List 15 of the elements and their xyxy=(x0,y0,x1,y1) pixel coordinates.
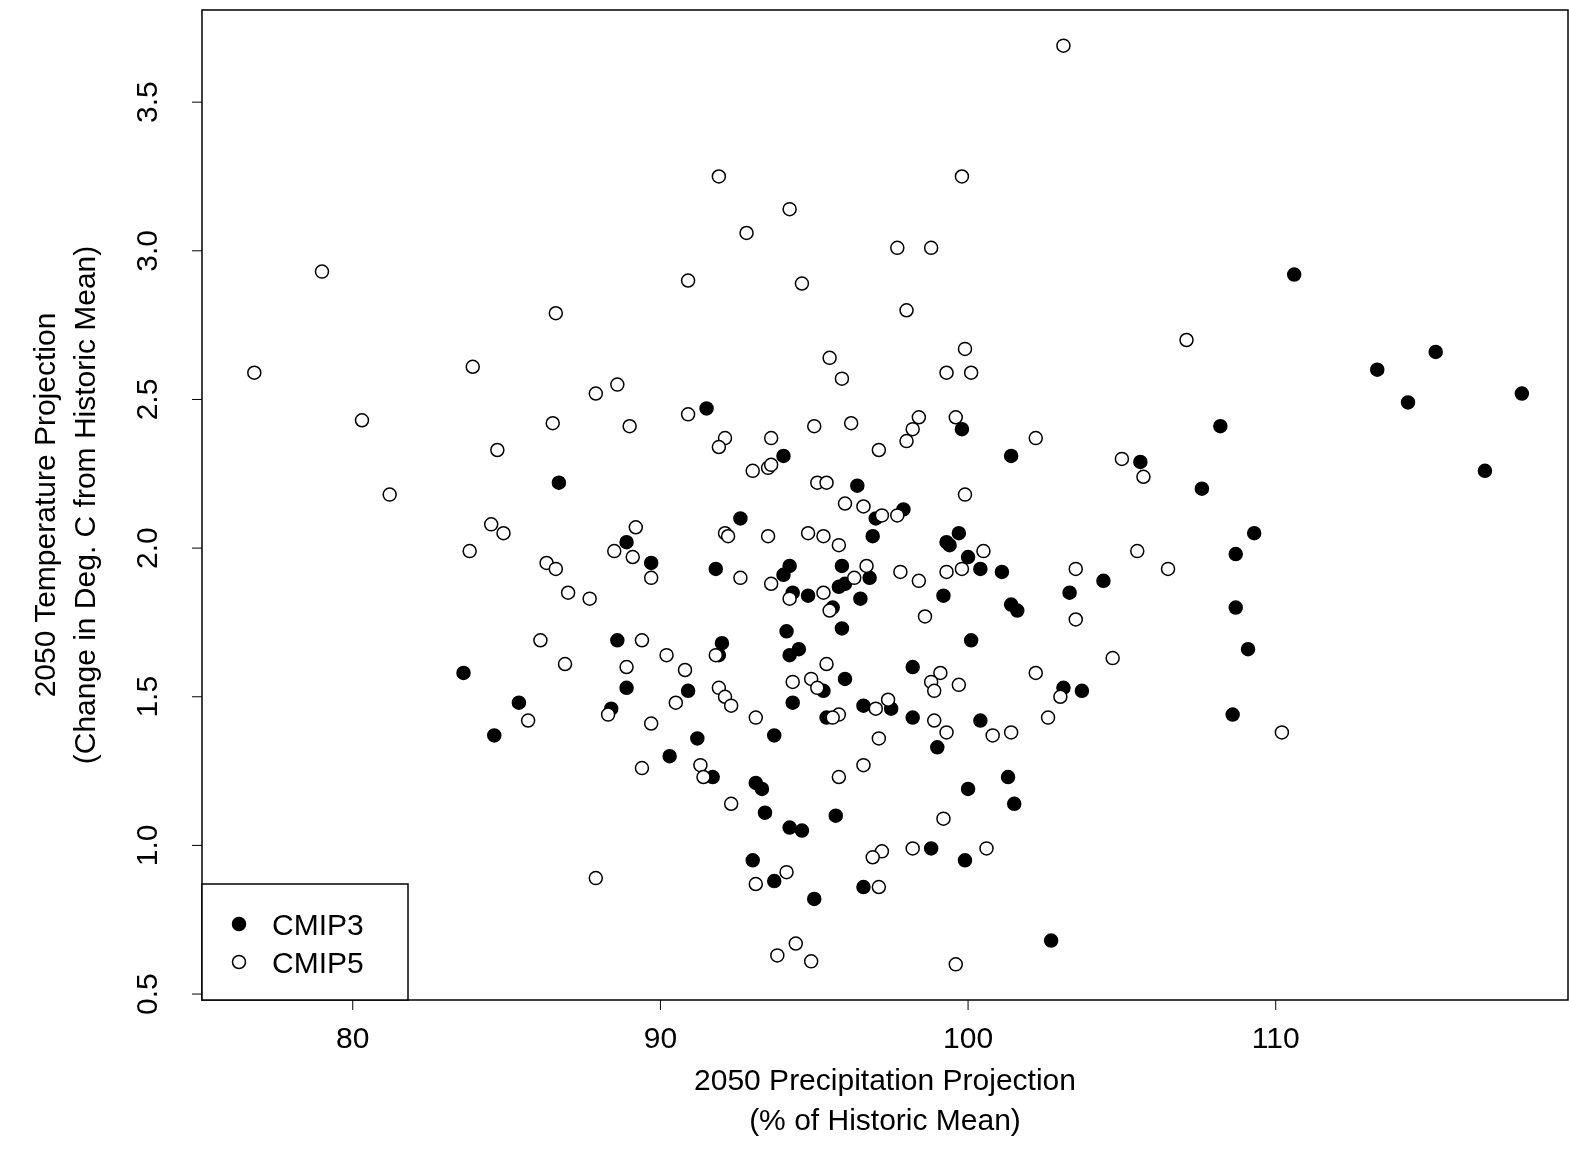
y-tick-label: 2.0 xyxy=(129,527,163,569)
y-tick-label: 0.5 xyxy=(129,973,163,1015)
y-tick-label: 3.5 xyxy=(129,81,163,124)
legend-label: CMIP3 xyxy=(272,907,364,941)
y-axis-title: 2050 Temperature Projection (Change in Deg. C from Historic Mean) xyxy=(27,245,101,765)
y-tick-label: 2.5 xyxy=(129,378,163,421)
x-tick-label: 100 xyxy=(943,1021,994,1054)
x-tick-label: 110 xyxy=(1251,1021,1300,1054)
x-tick-label: 90 xyxy=(643,1021,678,1054)
y-tick-label: 1.5 xyxy=(129,675,163,718)
legend-label: CMIP5 xyxy=(272,945,364,979)
x-axis-title: 2050 Precipitation Projection (% of Historic Mean) xyxy=(694,1063,1076,1136)
y-tick-label: 3.0 xyxy=(129,229,163,272)
y-tick-label: 1.0 xyxy=(129,824,163,867)
x-tick-label: 80 xyxy=(336,1021,370,1054)
